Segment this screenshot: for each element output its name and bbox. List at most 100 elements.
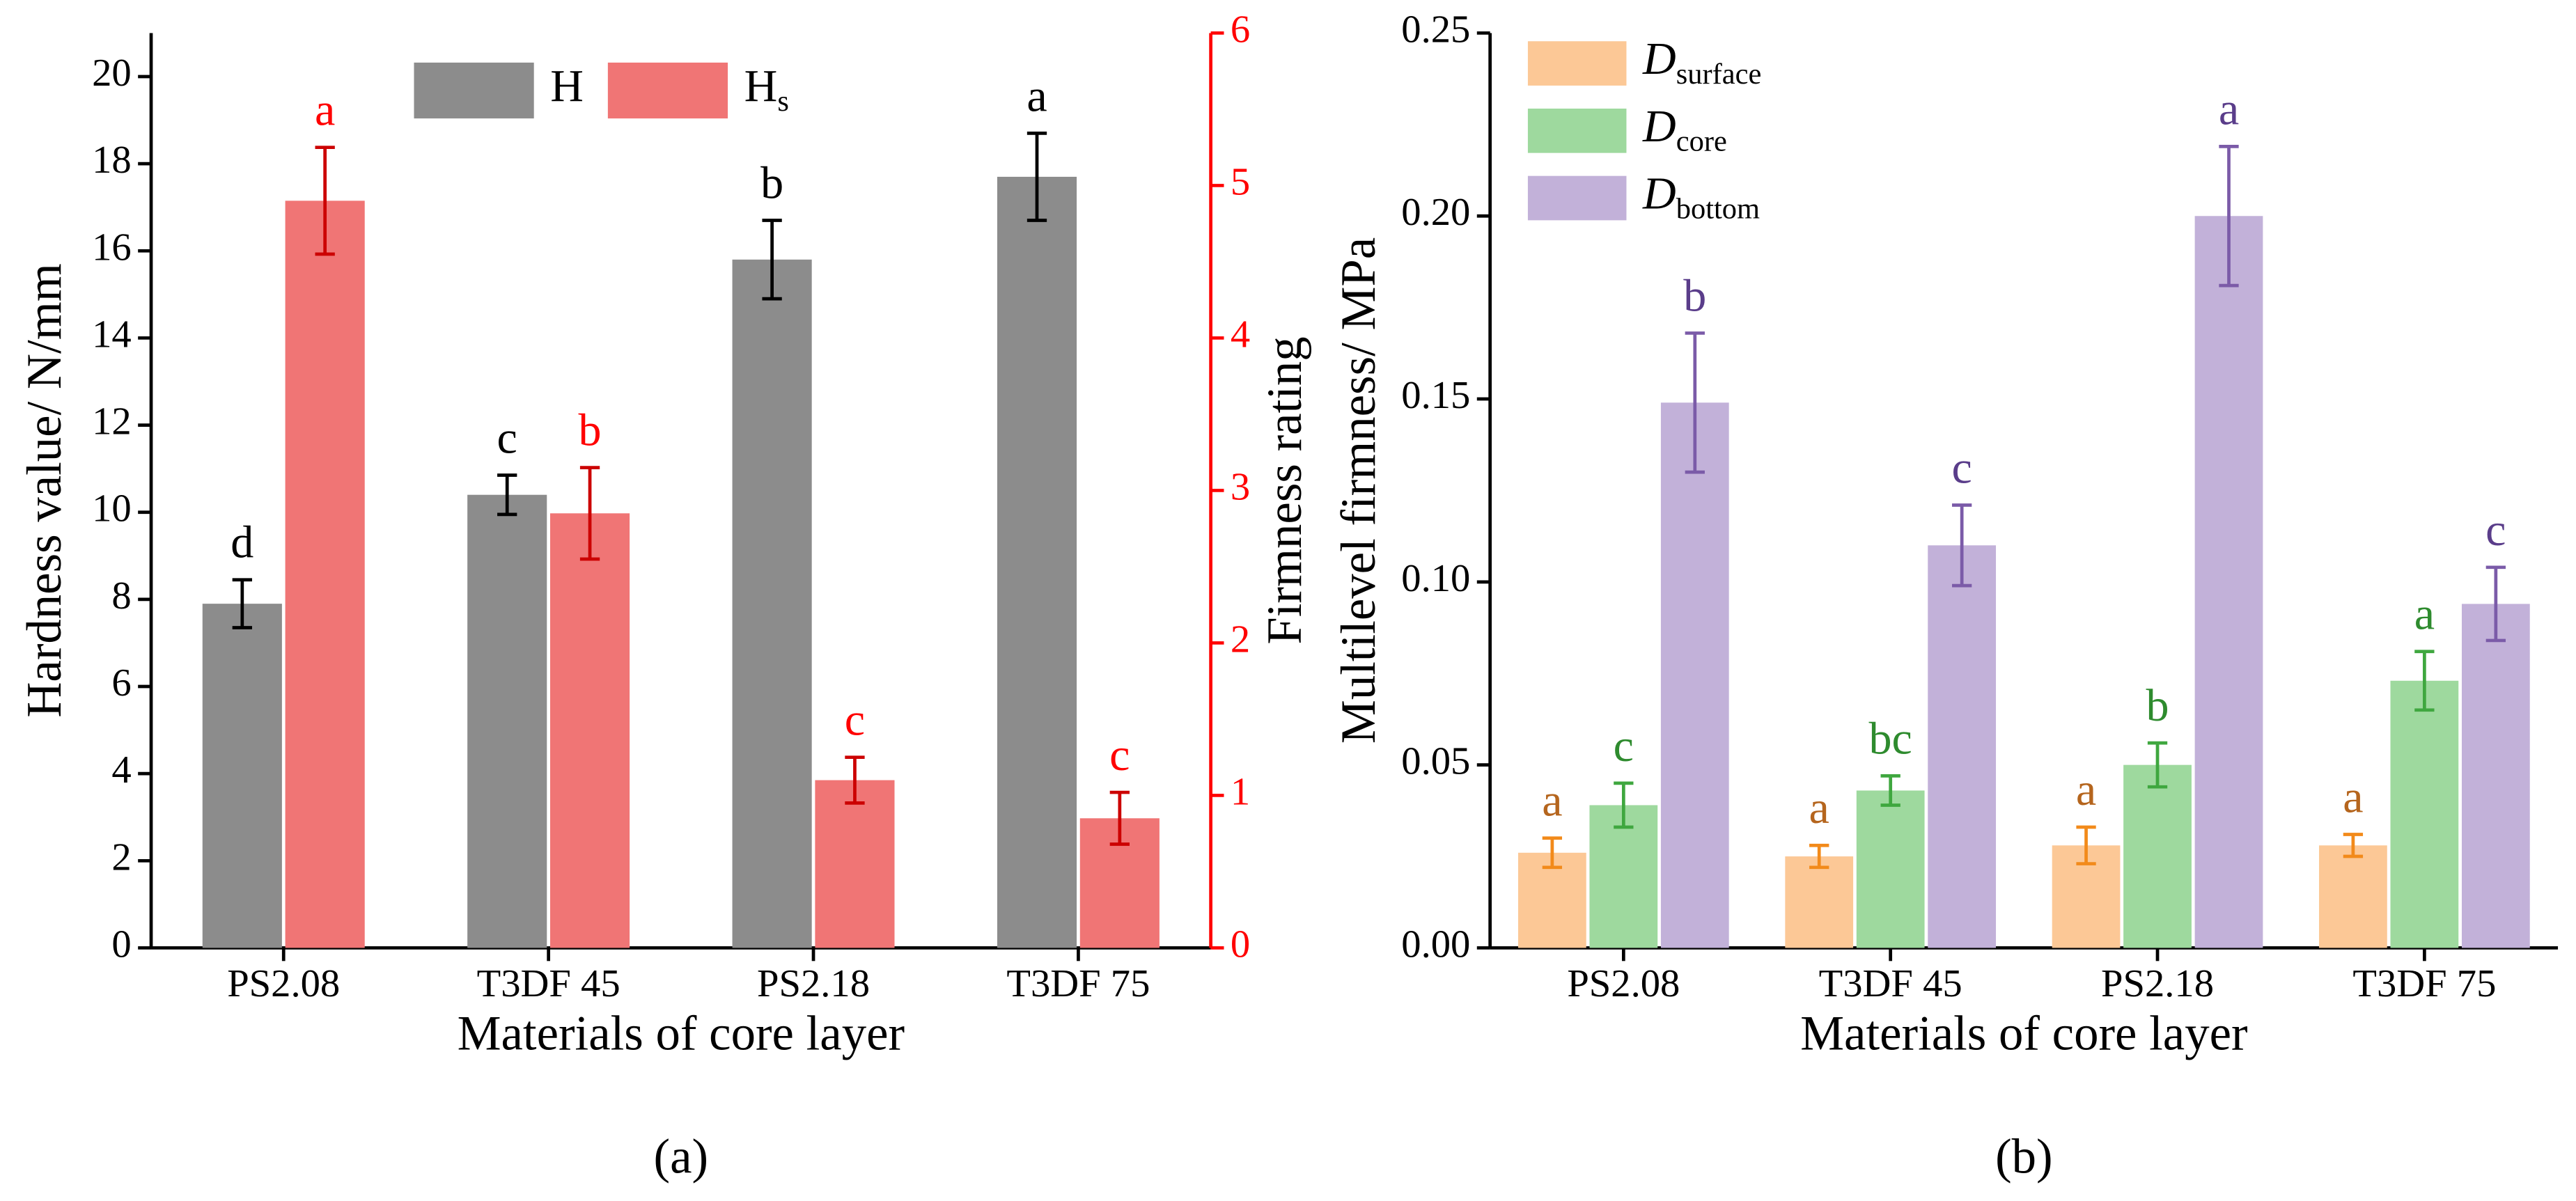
error-bar bbox=[1109, 790, 1130, 846]
x-tick-label: PS2.08 bbox=[227, 962, 340, 1005]
error-bar bbox=[1027, 132, 1047, 222]
y-tick-label: 0 bbox=[111, 923, 131, 966]
chart-panel: 0.00 0.05 0.10 0.15 0.20 0.25 Multilevel firmn… bbox=[1332, 8, 2559, 1184]
legend-label: Dcore bbox=[1642, 101, 1727, 157]
y-tick-label: 20 bbox=[92, 52, 132, 95]
error-bar bbox=[579, 466, 600, 561]
error-bar bbox=[2414, 650, 2435, 712]
legend-name: H bbox=[744, 61, 778, 111]
bar bbox=[202, 604, 282, 948]
y-tick-label: 2 bbox=[111, 835, 131, 879]
y-axis-title: Multilevel firmness/ MPa bbox=[1332, 237, 1386, 744]
legend-label: Dsurface bbox=[1642, 33, 1761, 90]
legend-swatch bbox=[607, 62, 728, 119]
bar bbox=[549, 513, 630, 948]
y2-tick-label: 5 bbox=[1231, 160, 1250, 203]
error-bar bbox=[232, 578, 252, 629]
bar bbox=[732, 259, 812, 948]
significance-letter: a bbox=[2219, 84, 2239, 134]
error-bar bbox=[1614, 781, 1634, 829]
legend-swatch bbox=[1527, 175, 1627, 221]
significance-letter: a bbox=[2414, 589, 2435, 640]
bar bbox=[467, 494, 547, 948]
y2-tick-label: 3 bbox=[1231, 465, 1250, 508]
significance-letter: b bbox=[2146, 680, 2169, 731]
bar bbox=[1785, 856, 1854, 948]
significance-letter: b bbox=[1683, 270, 1706, 321]
significance-letter: c bbox=[1614, 721, 1634, 771]
significance-letter: bc bbox=[1869, 713, 1912, 764]
bar bbox=[2390, 680, 2459, 948]
x-axis-title: Materials of core layer bbox=[1800, 1006, 2247, 1060]
error-bar bbox=[1952, 503, 1972, 588]
legend-name: D bbox=[1642, 101, 1676, 152]
significance-letter: c bbox=[2485, 505, 2506, 556]
bar bbox=[285, 201, 365, 948]
significance-letter: d bbox=[231, 517, 253, 568]
y-tick-label: 4 bbox=[111, 748, 131, 792]
bar bbox=[2123, 764, 2192, 948]
legend-swatch bbox=[1527, 41, 1627, 86]
y-tick-label: 16 bbox=[92, 226, 132, 269]
y2-tick-label: 6 bbox=[1231, 8, 1250, 51]
bar bbox=[1660, 402, 1729, 948]
error-bar bbox=[2219, 145, 2239, 288]
legend-label: H bbox=[550, 61, 584, 111]
error-bar bbox=[1685, 331, 1705, 474]
error-bar bbox=[1880, 774, 1900, 807]
y2-tick-label: 2 bbox=[1231, 618, 1250, 661]
x-tick-label: PS2.08 bbox=[1567, 962, 1680, 1005]
bar bbox=[815, 780, 895, 948]
y-tick-label: 0.10 bbox=[1401, 557, 1470, 600]
significance-letter: c bbox=[1109, 730, 1130, 780]
significance-letter: a bbox=[2343, 771, 2363, 822]
y-tick-label: 0.00 bbox=[1401, 923, 1470, 966]
significance-letter: a bbox=[1542, 776, 1562, 826]
significance-letter: b bbox=[579, 405, 602, 456]
y-tick-label: 12 bbox=[92, 400, 132, 443]
y-tick-label: 10 bbox=[92, 487, 132, 531]
legend-label: Hs bbox=[744, 61, 789, 117]
legend-subscript: core bbox=[1676, 125, 1727, 157]
y2-axis-title: Firmness rating bbox=[1258, 336, 1312, 644]
bar bbox=[2319, 845, 2387, 948]
significance-letter: a bbox=[2076, 764, 2096, 815]
bar bbox=[2461, 604, 2530, 948]
significance-letter: b bbox=[760, 157, 783, 208]
bar bbox=[1856, 790, 1925, 948]
x-axis-title: Materials of core layer bbox=[458, 1006, 905, 1060]
error-bar bbox=[1542, 836, 1563, 870]
legend-swatch bbox=[1527, 108, 1627, 153]
legend-subscript: s bbox=[777, 85, 789, 118]
legend-swatch bbox=[414, 62, 534, 119]
significance-letter: c bbox=[497, 413, 517, 464]
error-bar bbox=[845, 755, 865, 805]
y-tick-label: 8 bbox=[111, 574, 131, 618]
legend-subscript: surface bbox=[1676, 58, 1762, 91]
x-tick-label: PS2.18 bbox=[757, 962, 870, 1005]
legend-subscript: bottom bbox=[1676, 192, 1760, 225]
x-tick-label: PS2.18 bbox=[2101, 962, 2214, 1005]
y-tick-label: 0.25 bbox=[1401, 8, 1470, 51]
panel-label: (a) bbox=[654, 1129, 709, 1184]
legend-name: D bbox=[1642, 168, 1676, 219]
significance-letter: c bbox=[1951, 442, 1972, 493]
legend-name: H bbox=[550, 61, 584, 111]
bar bbox=[1589, 805, 1658, 948]
error-bar bbox=[2343, 833, 2364, 858]
y2-tick-label: 1 bbox=[1231, 770, 1250, 813]
y-tick-label: 14 bbox=[92, 313, 132, 356]
error-bar bbox=[762, 219, 782, 301]
legend-name: D bbox=[1642, 33, 1676, 84]
error-bar bbox=[2076, 825, 2096, 865]
y2-tick-label: 4 bbox=[1231, 313, 1250, 356]
y-tick-label: 6 bbox=[111, 661, 131, 705]
error-bar bbox=[2147, 741, 2168, 789]
significance-letter: a bbox=[315, 85, 335, 136]
error-bar bbox=[315, 146, 335, 256]
error-bar bbox=[1809, 843, 1829, 870]
significance-letter: a bbox=[1027, 70, 1047, 121]
x-tick-label: T3DF 45 bbox=[477, 962, 620, 1005]
